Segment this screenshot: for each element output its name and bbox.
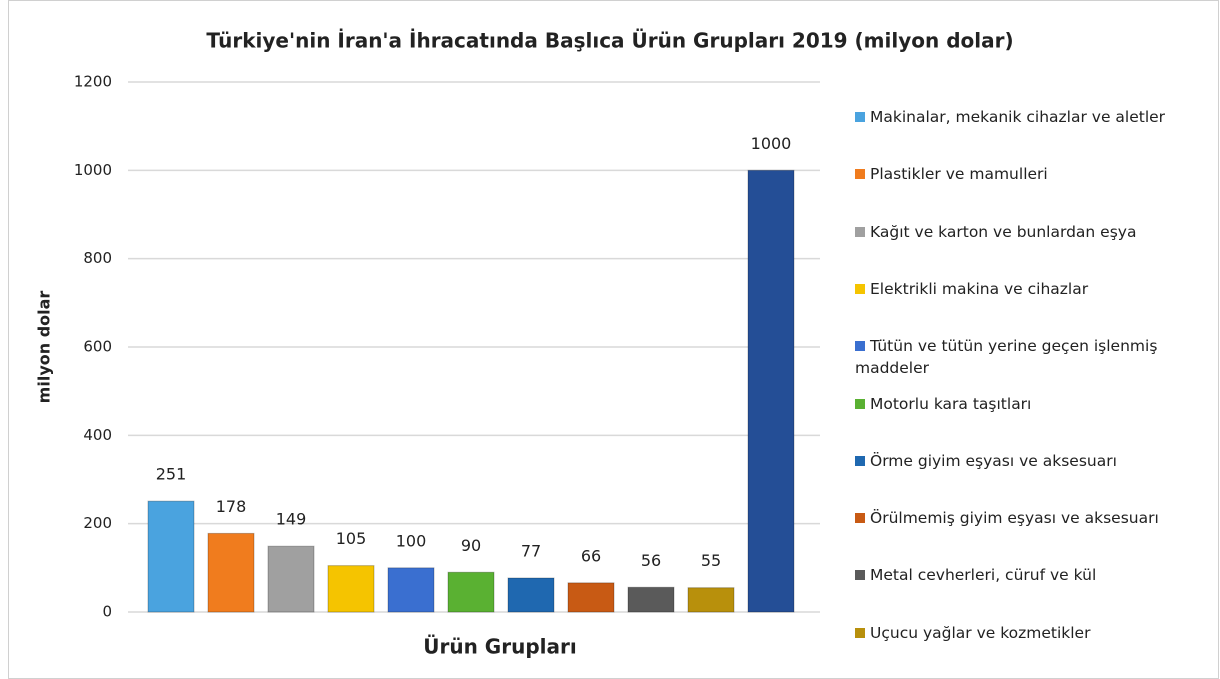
legend-swatch (855, 570, 865, 581)
data-label: 100 (396, 531, 427, 550)
legend-item: Uçucu yağlar ve kozmetikler (855, 622, 1205, 644)
y-tick-label: 400 (83, 426, 112, 444)
legend-label: Plastikler ve mamulleri (870, 165, 1048, 184)
data-label: 90 (461, 536, 481, 555)
data-label: 105 (336, 529, 367, 548)
legend-swatch (855, 283, 865, 294)
x-axis-title: Ürün Grupları (423, 635, 576, 659)
legend-item: Plastikler ve mamulleri (855, 163, 1205, 185)
legend-label: Kağıt ve karton ve bunlardan eşya (870, 222, 1137, 241)
legend-swatch (855, 226, 865, 237)
legend-swatch (855, 455, 865, 466)
data-label: 149 (276, 510, 307, 529)
legend-item: Tütün ve tütün yerine geçen işlenmiş mad… (855, 335, 1205, 379)
bar (267, 545, 315, 613)
legend-swatch (855, 398, 865, 409)
legend-label: Örme giyim eşyası ve aksesuarı (870, 451, 1117, 470)
y-tick-label: 0 (102, 603, 112, 621)
bar (627, 586, 675, 613)
legend-item: Metal cevherleri, cüruf ve kül (855, 564, 1205, 586)
legend-label: Metal cevherleri, cüruf ve kül (870, 566, 1097, 585)
y-axis-title: milyon dolar (35, 291, 54, 404)
y-tick-label: 1000 (74, 161, 112, 179)
legend-item: Kağıt ve karton ve bunlardan eşya (855, 221, 1205, 243)
data-label: 56 (641, 551, 661, 570)
data-label: 66 (581, 546, 601, 565)
legend-label: Uçucu yağlar ve kozmetikler (870, 623, 1091, 642)
bar (147, 500, 195, 613)
y-tick-label: 600 (83, 338, 112, 356)
bar (507, 577, 555, 613)
legend-label: Makinalar, mekanik cihazlar ve aletler (870, 108, 1166, 126)
bar (327, 565, 375, 613)
y-tick-label: 800 (83, 249, 112, 267)
y-tick-label: 200 (83, 514, 112, 532)
legend-label: Tütün ve tütün yerine geçen işlenmiş mad… (855, 337, 1158, 378)
data-label: 251 (156, 465, 187, 484)
data-label: 1000 (751, 134, 792, 153)
legend-item: Örülmemiş giyim eşyası ve aksesuarı (855, 507, 1205, 529)
chart-title: Türkiye'nin İran'a İhracatında Başlıca Ü… (206, 29, 1013, 53)
legend-swatch (855, 169, 865, 180)
legend-label: Örülmemiş giyim eşyası ve aksesuarı (870, 509, 1159, 528)
y-tick-label: 1200 (74, 73, 112, 91)
legend-swatch (855, 513, 865, 524)
legend-item: Örme giyim eşyası ve aksesuarı (855, 450, 1205, 472)
data-label: 178 (216, 497, 247, 516)
data-label: 55 (701, 551, 721, 570)
legend-swatch (855, 112, 865, 122)
legend-label: Motorlu kara taşıtları (870, 394, 1032, 413)
legend-item: Makinalar, mekanik cihazlar ve aletler (855, 106, 1205, 128)
legend-item: Elektrikli makina ve cihazlar (855, 278, 1205, 300)
legend-swatch (855, 627, 865, 638)
legend-label: Elektrikli makina ve cihazlar (870, 279, 1089, 298)
data-label: 77 (521, 541, 541, 560)
bar (687, 587, 735, 613)
legend-swatch (855, 341, 865, 352)
bar (447, 571, 495, 613)
bar (567, 582, 615, 613)
bar (207, 532, 255, 613)
bar (747, 169, 795, 613)
legend-item: Motorlu kara taşıtları (855, 393, 1205, 415)
bar (387, 567, 435, 613)
